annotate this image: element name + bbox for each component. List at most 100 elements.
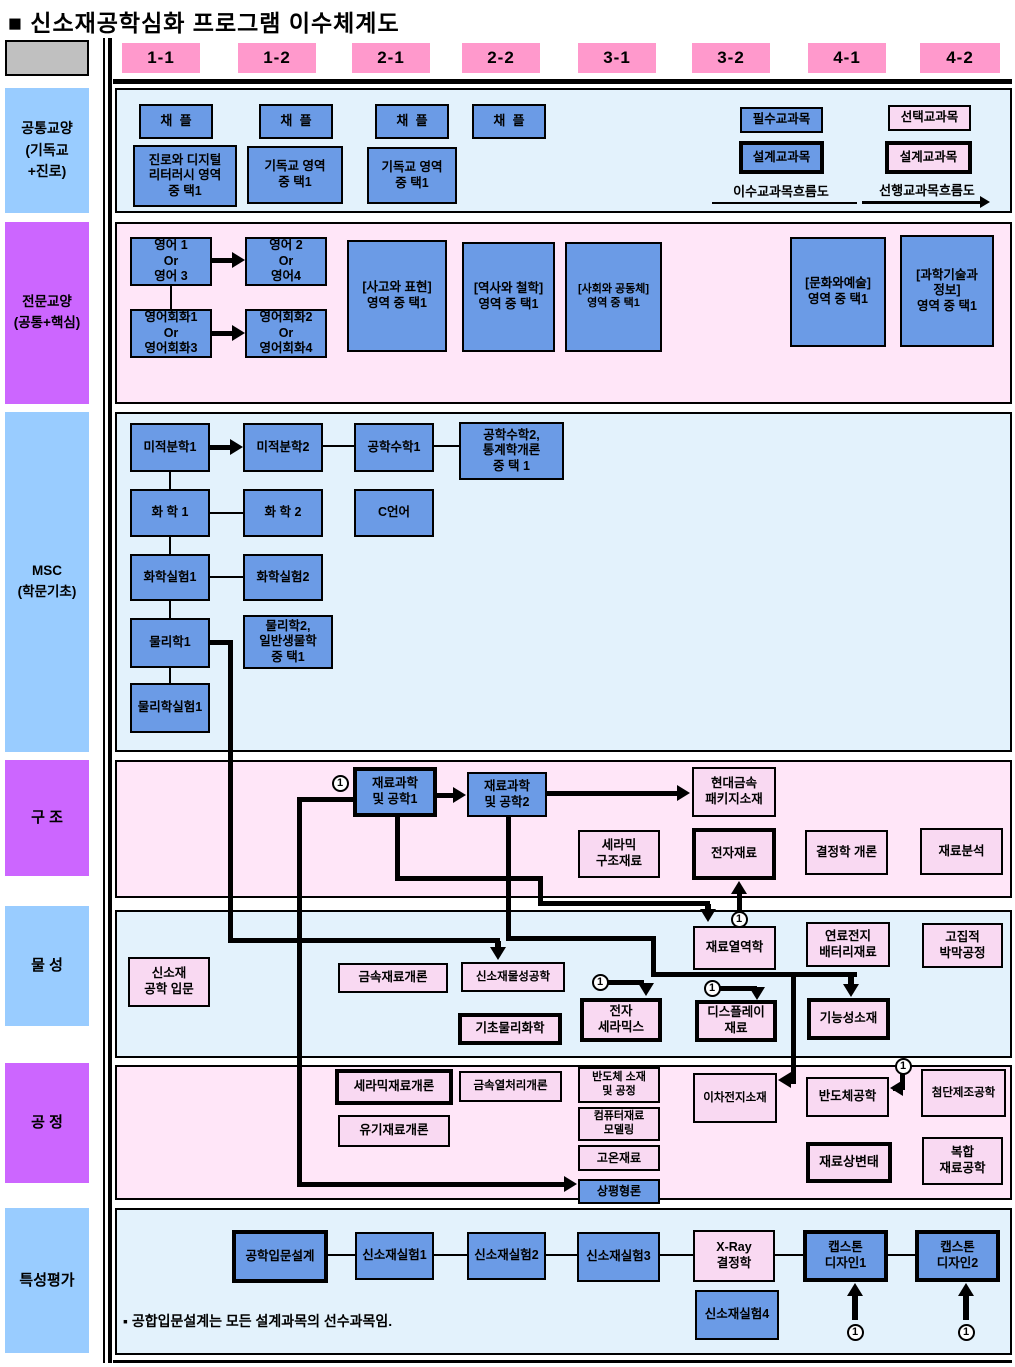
course-box: 신소재실험3 — [577, 1232, 660, 1282]
flow-label-completed: 이수교과목흐름도 — [733, 184, 829, 199]
arrow-head-icon — [749, 987, 765, 1000]
course-box: 채 플 — [259, 104, 333, 139]
course-box: 채 플 — [139, 104, 213, 139]
course-box: 공학입문설계 — [232, 1230, 328, 1283]
course-box: 영어회화2 Or 영어회화4 — [245, 309, 327, 358]
connector-line — [170, 286, 172, 309]
corner-grey-box — [5, 40, 89, 76]
course-box: 상평형론 — [578, 1179, 660, 1204]
course-box: 공학수학2, 통계학개론 중 택 1 — [459, 422, 564, 480]
course-box: 신소재실험1 — [355, 1232, 434, 1280]
connector-line — [888, 1254, 915, 1256]
course-box: 기독교 영역 중 택1 — [247, 146, 343, 204]
column-header: 3-1 — [578, 43, 656, 73]
course-box: [과학기술과 정보] 영역 중 택1 — [900, 235, 994, 347]
arrow-head-icon — [700, 909, 716, 922]
circled-number-marker: 1 — [703, 979, 721, 997]
connector-line — [506, 936, 656, 941]
connector-line — [848, 975, 854, 987]
course-box: 재료열역학 — [693, 926, 776, 970]
course-box: 유기재료개론 — [338, 1115, 450, 1147]
connector-line — [775, 1254, 803, 1256]
connector-line — [210, 576, 243, 578]
course-box: 디스플레이 재료 — [695, 1000, 777, 1042]
course-box: 신소재실험4 — [695, 1290, 779, 1340]
course-box: 물리학실험1 — [130, 683, 210, 733]
connector-line — [228, 640, 233, 940]
course-box: 복합 재료공학 — [922, 1137, 1003, 1185]
connector-line — [546, 1254, 577, 1256]
column-header: 3-2 — [692, 43, 770, 73]
connector-line — [210, 445, 233, 450]
legend-design-elective: 설계교과목 — [885, 141, 972, 174]
course-box: 화 학 1 — [130, 489, 210, 537]
course-box: 반도체공학 — [806, 1077, 889, 1117]
course-box: 화 학 2 — [243, 489, 323, 537]
flow-label-prerequisite: 선행교과목흐름도 — [879, 183, 975, 198]
arrow-head-icon — [778, 1072, 791, 1088]
connector-line — [791, 972, 796, 1084]
sidebar-category-label: (기독교 — [25, 141, 69, 158]
course-box: C언어 — [354, 489, 434, 537]
course-box: 캡스톤 디자인1 — [803, 1230, 888, 1282]
course-box: 물리학2, 일반생물학 중 택1 — [243, 615, 333, 669]
sidebar-category-label: (공통+핵심) — [13, 315, 81, 330]
course-box: 영어 1 Or 영어 3 — [130, 237, 212, 286]
course-box: [문화와예술] 영역 중 택1 — [790, 237, 886, 347]
arrow-head-icon — [731, 881, 747, 894]
course-box: X-Ray 결정학 — [693, 1230, 775, 1282]
circled-number-marker: 1 — [957, 1323, 975, 1341]
column-header: 2-2 — [462, 43, 540, 73]
course-box: 영어 2 Or 영어4 — [245, 237, 327, 286]
course-box: 채 플 — [375, 104, 449, 139]
column-header: 2-1 — [352, 43, 430, 73]
sidebar-category-label: 구 조 — [31, 809, 63, 827]
course-box: 첨단제조공학 — [921, 1069, 1006, 1117]
sidebar-category: 구 조 — [5, 760, 89, 876]
connector-line — [538, 876, 543, 906]
course-box: 신소재 공학 입문 — [128, 957, 210, 1007]
connector-line — [210, 512, 243, 514]
course-box: 재료상변태 — [806, 1142, 892, 1183]
sidebar-category-label: 공 정 — [31, 1114, 63, 1132]
circled-number-marker: 1 — [894, 1057, 912, 1075]
sidebar-category-label: (학문기초) — [17, 584, 77, 599]
course-box: 이차전지소재 — [693, 1073, 777, 1123]
connector-line — [297, 797, 355, 802]
course-box: 영어회화1 Or 영어회화3 — [130, 309, 212, 358]
course-box: 재료과학 및 공학2 — [467, 772, 547, 817]
course-box: 신소재실험2 — [467, 1232, 546, 1280]
connector-line — [103, 38, 105, 1363]
connector-line — [434, 1254, 467, 1256]
course-box: 신소재물성공학 — [461, 962, 565, 992]
sidebar-category-label: +진로) — [27, 163, 67, 180]
connector-line — [169, 668, 171, 683]
column-header: 1-2 — [238, 43, 316, 73]
course-box: 미적분학1 — [130, 423, 210, 472]
course-box: 세라믹 구조재료 — [578, 830, 660, 878]
arrow-head-icon — [980, 196, 990, 208]
connector-line — [212, 331, 234, 336]
column-header: 4-2 — [920, 43, 1000, 73]
column-header: 4-1 — [808, 43, 886, 73]
course-box: 미적분학2 — [243, 423, 323, 472]
legend-design-required: 설계교과목 — [739, 141, 824, 174]
sidebar-category-label: MSC — [32, 563, 62, 579]
arrow-head-icon — [890, 1080, 903, 1096]
course-box: 반도체 소재 및 공정 — [578, 1067, 660, 1103]
connector-line — [323, 445, 354, 447]
connector-line — [852, 1294, 858, 1320]
arrow-head-icon — [232, 325, 245, 341]
course-box: 고온재료 — [578, 1145, 660, 1171]
connector-line — [169, 537, 171, 554]
connector-line — [506, 817, 511, 938]
connector-line — [437, 793, 457, 798]
connector-line — [651, 972, 857, 977]
course-box: 고집적 박막공정 — [922, 923, 1003, 968]
course-box: 금속열처리개론 — [459, 1071, 562, 1102]
arrow-head-icon — [843, 984, 859, 997]
sidebar-category-label: 전문교양 — [22, 294, 72, 310]
connector-line — [297, 797, 302, 1184]
course-box: 공학수학1 — [354, 423, 434, 472]
